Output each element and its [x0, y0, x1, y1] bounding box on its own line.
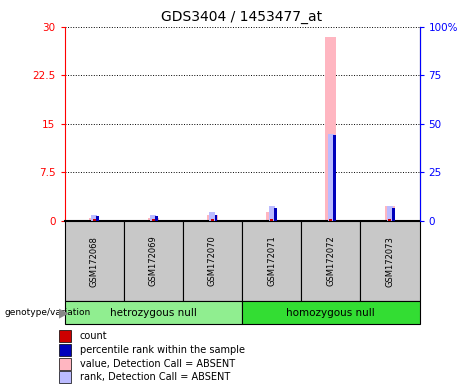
Bar: [65, 301, 242, 324]
Bar: [93, 219, 95, 221]
Bar: [96, 216, 99, 221]
Bar: [389, 219, 391, 221]
Bar: [209, 212, 215, 221]
Bar: [387, 206, 393, 221]
Bar: [214, 215, 218, 221]
Bar: [152, 219, 155, 221]
Bar: [59, 371, 71, 383]
Bar: [329, 219, 332, 221]
Bar: [301, 221, 361, 301]
Bar: [274, 208, 277, 221]
Bar: [242, 221, 301, 301]
Bar: [361, 221, 420, 301]
Bar: [392, 208, 395, 221]
Text: GSM172073: GSM172073: [385, 236, 395, 286]
Text: GSM172069: GSM172069: [149, 236, 158, 286]
Bar: [59, 330, 71, 342]
Bar: [148, 218, 159, 221]
Bar: [333, 136, 336, 221]
Title: GDS3404 / 1453477_at: GDS3404 / 1453477_at: [161, 10, 323, 25]
Bar: [211, 219, 214, 221]
Text: GSM172071: GSM172071: [267, 236, 276, 286]
Text: percentile rank within the sample: percentile rank within the sample: [80, 345, 245, 355]
Text: GSM172070: GSM172070: [208, 236, 217, 286]
Bar: [242, 301, 420, 324]
Bar: [59, 344, 71, 356]
Text: hetrozygous null: hetrozygous null: [110, 308, 197, 318]
Bar: [91, 215, 97, 221]
Text: ▶: ▶: [59, 306, 69, 319]
Bar: [266, 212, 277, 221]
Bar: [155, 216, 158, 221]
Text: value, Detection Call = ABSENT: value, Detection Call = ABSENT: [80, 359, 235, 369]
Text: count: count: [80, 331, 107, 341]
Bar: [207, 215, 218, 221]
Bar: [89, 218, 100, 221]
Bar: [183, 221, 242, 301]
Text: GSM172068: GSM172068: [89, 236, 99, 286]
Bar: [269, 206, 275, 221]
Bar: [59, 358, 71, 370]
Text: genotype/variation: genotype/variation: [5, 308, 91, 318]
Bar: [124, 221, 183, 301]
Text: homozygous null: homozygous null: [286, 308, 375, 318]
Bar: [150, 215, 156, 221]
Bar: [328, 134, 334, 221]
Bar: [270, 219, 273, 221]
Bar: [325, 36, 336, 221]
Bar: [384, 206, 395, 221]
Text: GSM172072: GSM172072: [326, 236, 335, 286]
Bar: [65, 221, 124, 301]
Text: rank, Detection Call = ABSENT: rank, Detection Call = ABSENT: [80, 372, 230, 382]
